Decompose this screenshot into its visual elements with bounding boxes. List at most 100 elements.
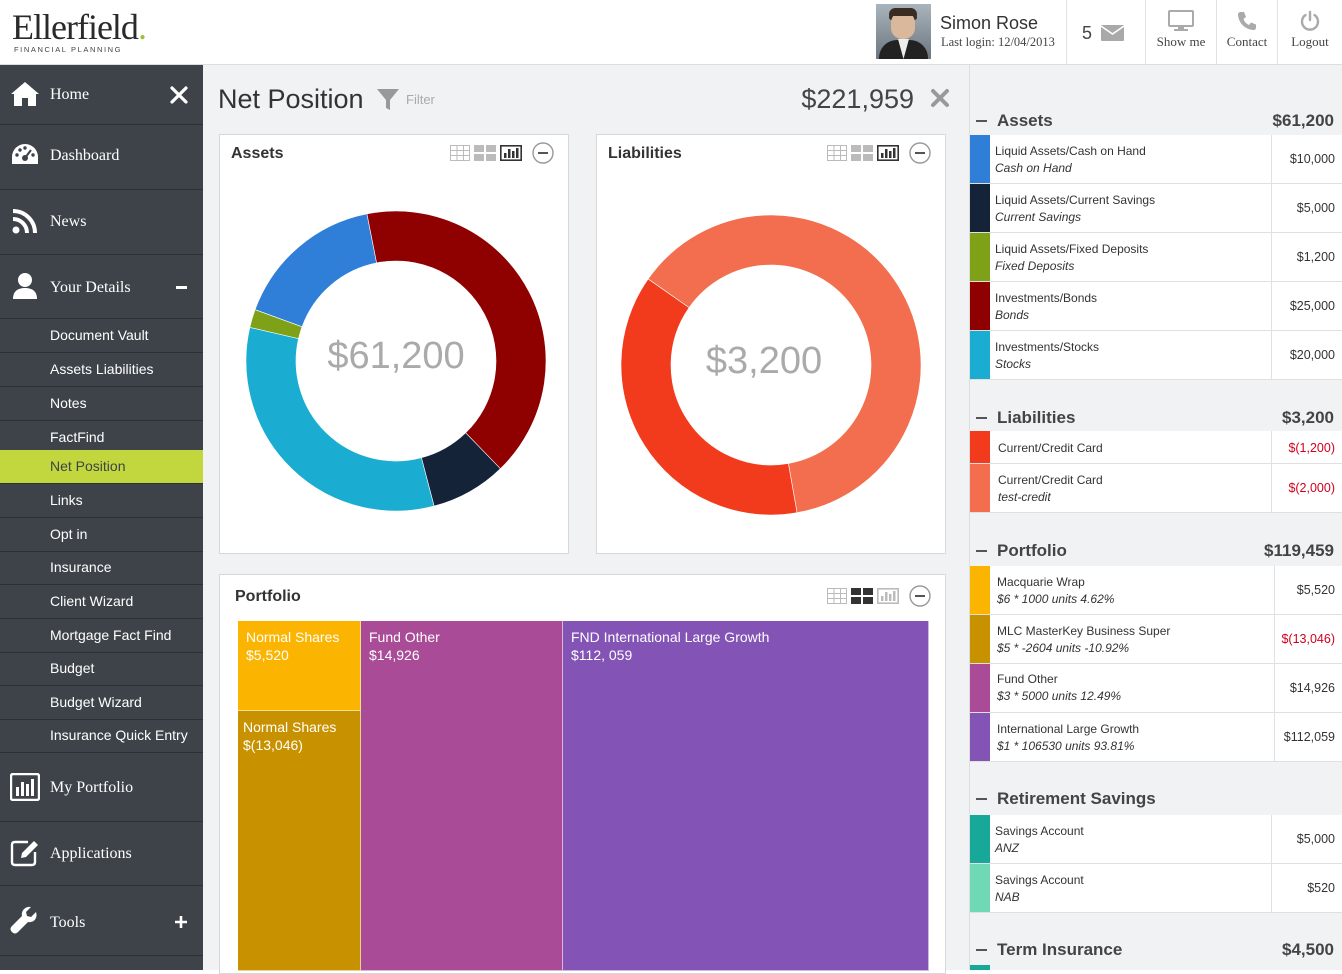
close-icon[interactable] xyxy=(930,88,950,108)
table-view-icon[interactable] xyxy=(450,145,470,161)
sidebar-item-label: News xyxy=(50,213,87,230)
sidebar-item-label: Insurance xyxy=(50,559,112,575)
table-row[interactable]: Liquid Assets/Cash on Hand Cash on Hand $1… xyxy=(970,135,1342,184)
row-name: Liquid Assets/Fixed Deposits xyxy=(995,242,1149,256)
tile-view-icon[interactable] xyxy=(474,145,496,161)
avatar[interactable] xyxy=(876,4,931,59)
table-row[interactable]: Investments/Stocks Stocks $20,000 xyxy=(970,331,1342,380)
row-sub: NAB xyxy=(995,890,1020,904)
liabilities-center-value: $3,200 xyxy=(705,340,823,382)
donut-slice-investments-bonds[interactable] xyxy=(366,210,547,470)
table-row[interactable]: Current/Credit Card $(1,200) xyxy=(970,431,1342,464)
row-name: Investments/Stocks xyxy=(995,340,1100,354)
chart-view-icon[interactable] xyxy=(500,145,522,161)
section-header-portfolio[interactable]: Portfolio $119,459 xyxy=(970,536,1342,566)
collapse-icon[interactable] xyxy=(976,798,987,800)
sidebar-subitem-budget[interactable]: Budget xyxy=(0,652,203,686)
collapse-icon[interactable] xyxy=(976,417,987,419)
sidebar-item-label: Links xyxy=(50,492,83,508)
chart-view-icon[interactable] xyxy=(877,588,899,604)
sidebar-subitem-mortgage-fact-find[interactable]: Mortgage Fact Find xyxy=(0,619,203,653)
sidebar-subitem-budget-wizard[interactable]: Budget Wizard xyxy=(0,686,203,720)
sidebar-subitem-client-wizard[interactable]: Client Wizard xyxy=(0,585,203,619)
sidebar-item-label: Assets Liabilities xyxy=(50,361,154,377)
liabilities-donut-chart[interactable] xyxy=(619,213,923,517)
cell-name: Normal Shares xyxy=(243,719,337,735)
sidebar-subitem-assets-liabilities[interactable]: Assets Liabilities xyxy=(0,353,203,387)
sidebar-item-label: Dashboard xyxy=(50,147,120,164)
sidebar-subitem-net-position[interactable]: Net Position xyxy=(0,450,203,484)
close-icon[interactable] xyxy=(169,85,189,105)
show-me-button[interactable]: Show me xyxy=(1146,0,1216,64)
table-row[interactable]: Savings Account NAB $520 xyxy=(970,864,1342,913)
user-name: Simon Rose xyxy=(940,13,1039,33)
table-row[interactable]: Liquid Assets/Current Savings Current Sav… xyxy=(970,184,1342,233)
collapse-panel-icon[interactable] xyxy=(907,585,935,607)
table-row[interactable]: Investments/Bonds Bonds $25,000 xyxy=(970,282,1342,331)
collapse-icon[interactable] xyxy=(976,120,987,122)
donut-slice-liquid-assets-cash-on-hand[interactable] xyxy=(254,213,377,328)
collapse-panel-icon[interactable] xyxy=(907,142,935,164)
sidebar-item-tools[interactable]: Tools xyxy=(0,886,203,956)
donut-slice-current-credit-card[interactable] xyxy=(620,278,798,516)
table-row[interactable]: Savings Account ANZ $5,000 xyxy=(970,815,1342,864)
contact-button[interactable]: Contact xyxy=(1217,0,1277,64)
treemap-cell[interactable]: Fund Other $14,926 xyxy=(361,621,563,971)
collapse-icon[interactable] xyxy=(976,949,987,951)
tile-view-icon[interactable] xyxy=(851,145,873,161)
row-sub: $5 * -2604 units -10.92% xyxy=(997,641,1130,655)
filter-icon[interactable] xyxy=(376,88,400,112)
donut-slice-investments-stocks[interactable] xyxy=(245,327,435,512)
monitor-icon xyxy=(1168,10,1194,31)
logout-button[interactable]: Logout xyxy=(1278,0,1342,64)
sidebar-subitem-links[interactable]: Links xyxy=(0,484,203,518)
sidebar-subitem-insurance[interactable]: Insurance xyxy=(0,551,203,585)
expand-icon[interactable] xyxy=(175,916,187,928)
sidebar-item-dashboard[interactable]: Dashboard xyxy=(0,125,203,190)
row-name: Fund Other xyxy=(997,672,1058,686)
row-sub: test-credit xyxy=(998,490,1051,504)
table-row[interactable]: Current/Credit Card test-credit $(2,000) xyxy=(970,464,1342,513)
portfolio-panel: Portfolio Normal Shares $5,520 Normal Sh… xyxy=(219,574,946,974)
row-value: $520 xyxy=(1307,881,1335,895)
section-header-liabilities[interactable]: Liabilities $3,200 xyxy=(970,403,1342,433)
table-view-icon[interactable] xyxy=(827,588,847,604)
table-view-icon[interactable] xyxy=(827,145,847,161)
donut-slice-liquid-assets-fixed-deposits[interactable] xyxy=(249,309,303,339)
treemap-cell[interactable]: Normal Shares $(13,046) xyxy=(238,711,361,971)
table-row[interactable]: MLC MasterKey Business Super $5 * -2604 u… xyxy=(970,615,1342,664)
filter-label[interactable]: Filter xyxy=(406,92,435,107)
sidebar-subitem-opt-in[interactable]: Opt in xyxy=(0,518,203,552)
section-header-assets[interactable]: Assets $61,200 xyxy=(970,106,1342,136)
messages-button[interactable]: 5 xyxy=(1067,0,1145,64)
row-value: $5,520 xyxy=(1296,583,1335,597)
table-row[interactable]: Macquarie Wrap $6 * 1000 units 4.62% $5,52… xyxy=(970,566,1342,615)
collapse-panel-icon[interactable] xyxy=(530,142,558,164)
sidebar-item-home[interactable]: Home xyxy=(0,65,203,125)
sidebar-subitem-document-vault[interactable]: Document Vault xyxy=(0,319,203,353)
sidebar-item-news[interactable]: News xyxy=(0,190,203,255)
sidebar-item-my-portfolio[interactable]: My Portfolio xyxy=(0,753,203,822)
row-sub: $3 * 5000 units 12.49% xyxy=(997,689,1122,703)
row-value: $5,000 xyxy=(1296,201,1335,215)
section-header-retirement-savings[interactable]: Retirement Savings xyxy=(970,784,1342,814)
brand-logo[interactable]: Ellerfield. FINANCIAL PLANNING xyxy=(12,9,147,54)
collapse-icon[interactable] xyxy=(176,286,187,289)
sidebar-subitem-notes[interactable]: Notes xyxy=(0,387,203,421)
treemap-cell[interactable]: Normal Shares $5,520 xyxy=(238,621,361,711)
table-row[interactable]: Fund Other $3 * 5000 units 12.49% $14,926 xyxy=(970,664,1342,713)
treemap-cell[interactable]: FND International Large Growth $112, 059 xyxy=(563,621,929,971)
collapse-icon[interactable] xyxy=(976,550,987,552)
assets-donut-chart[interactable] xyxy=(244,209,548,513)
table-row[interactable]: Liquid Assets/Fixed Deposits Fixed Deposi… xyxy=(970,233,1342,282)
sidebar-item-applications[interactable]: Applications xyxy=(0,822,203,886)
chart-view-icon[interactable] xyxy=(877,145,899,161)
donut-slice-current-credit-card-test-credit[interactable] xyxy=(647,214,922,514)
table-row[interactable]: International Large Growth $1 * 106530 un… xyxy=(970,713,1342,762)
section-header-term-insurance[interactable]: Term Insurance $4,500 xyxy=(970,935,1342,965)
row-name: International Large Growth xyxy=(997,722,1140,736)
sidebar-item-your-details[interactable]: Your Details xyxy=(0,255,203,319)
sidebar-subitem-insurance-quick-entry[interactable]: Insurance Quick Entry xyxy=(0,719,203,753)
row-name: Investments/Bonds xyxy=(995,291,1098,305)
tile-view-icon[interactable] xyxy=(851,588,873,604)
